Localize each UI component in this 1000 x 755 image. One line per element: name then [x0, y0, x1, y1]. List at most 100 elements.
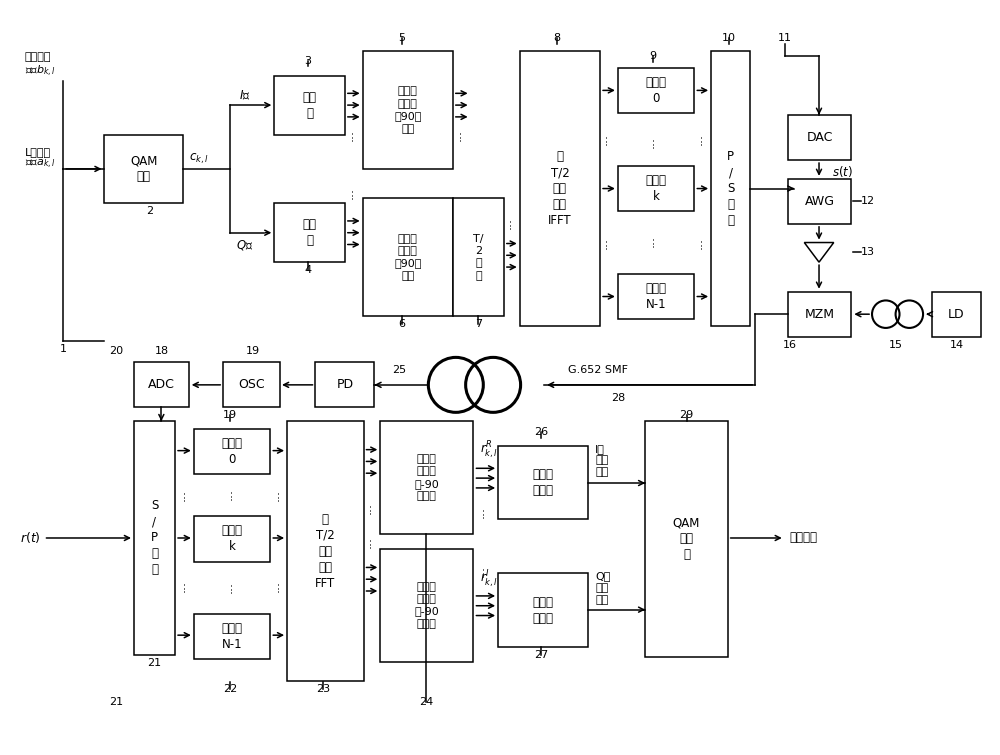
Text: 偶数子
载波进
行90度
相移: 偶数子 载波进 行90度 相移: [394, 233, 421, 281]
Text: ···: ···: [600, 134, 613, 146]
Text: $s(t)$: $s(t)$: [832, 165, 853, 180]
Text: $r(t)$: $r(t)$: [20, 531, 41, 546]
Text: 10: 10: [722, 33, 736, 43]
Text: 滤波器
0: 滤波器 0: [646, 76, 667, 105]
Text: AWG: AWG: [805, 195, 835, 208]
Text: G.652 SMF: G.652 SMF: [568, 365, 628, 375]
Text: 22: 22: [223, 684, 237, 694]
Text: 在
T/2
时刻
进行
IFFT: 在 T/2 时刻 进行 IFFT: [548, 150, 572, 227]
Bar: [363, 199, 453, 316]
Text: 奇数子
载波进
行-90
度相移: 奇数子 载波进 行-90 度相移: [414, 454, 439, 501]
Text: 24: 24: [419, 697, 434, 707]
Text: 12: 12: [861, 196, 875, 206]
Text: QAM
映射: QAM 映射: [130, 155, 157, 183]
Text: 21: 21: [109, 697, 123, 707]
Bar: [134, 421, 175, 655]
Bar: [788, 115, 851, 160]
Text: 6: 6: [398, 319, 405, 329]
Bar: [287, 421, 364, 681]
Bar: [618, 274, 694, 319]
Text: $r^{R}_{k,l}$: $r^{R}_{k,l}$: [480, 440, 498, 461]
Text: 11: 11: [778, 33, 792, 43]
Text: 21: 21: [147, 658, 162, 667]
Text: 1: 1: [60, 344, 67, 353]
Text: ···: ···: [365, 501, 378, 513]
Bar: [274, 203, 345, 262]
Text: ADC: ADC: [148, 378, 175, 391]
Polygon shape: [804, 242, 834, 262]
Text: P
/
S
转
换: P / S 转 换: [727, 150, 734, 227]
Text: 7: 7: [475, 319, 482, 329]
Text: $I$路: $I$路: [239, 88, 251, 102]
Text: 19: 19: [246, 346, 260, 356]
Text: ···: ···: [178, 580, 191, 592]
Text: 14: 14: [949, 340, 964, 350]
Text: 取实
部: 取实 部: [303, 91, 317, 119]
Bar: [711, 51, 750, 326]
Text: 29: 29: [679, 410, 694, 421]
Text: ···: ···: [273, 488, 286, 501]
Text: ···: ···: [454, 128, 467, 140]
Text: 偶数子
载波进
行-90
度相移: 偶数子 载波进 行-90 度相移: [414, 581, 439, 629]
Bar: [788, 291, 851, 337]
Bar: [380, 421, 473, 534]
Bar: [498, 573, 588, 647]
Text: 用户数据: 用户数据: [790, 532, 818, 544]
Text: 滤波器
k: 滤波器 k: [222, 525, 243, 553]
Bar: [104, 134, 183, 203]
Text: ···: ···: [226, 581, 239, 593]
Text: QAM
解映
射: QAM 解映 射: [673, 516, 700, 562]
Text: 取虚
部: 取虚 部: [303, 218, 317, 247]
Text: $r^{I}_{k,l}$: $r^{I}_{k,l}$: [480, 569, 498, 590]
Bar: [134, 362, 189, 408]
Text: 13: 13: [861, 248, 875, 257]
Text: 26: 26: [534, 427, 548, 437]
Bar: [618, 68, 694, 113]
Text: 27: 27: [534, 650, 548, 660]
Text: 奇数子
载波进
行90度
相移: 奇数子 载波进 行90度 相移: [394, 86, 421, 134]
Text: 8: 8: [553, 33, 560, 43]
Text: 单抽头
均衡器: 单抽头 均衡器: [533, 468, 554, 497]
Text: ···: ···: [273, 580, 286, 592]
Text: 4: 4: [304, 265, 311, 275]
Text: 15: 15: [889, 340, 903, 350]
Text: 5: 5: [398, 33, 405, 43]
Text: 一帧导频
序列$b_{k,l}$: 一帧导频 序列$b_{k,l}$: [25, 52, 56, 79]
Text: ···: ···: [178, 488, 191, 501]
Text: ···: ···: [504, 217, 517, 229]
Text: ···: ···: [346, 187, 359, 199]
Text: OSC: OSC: [238, 378, 265, 391]
Text: 20: 20: [109, 346, 123, 356]
Text: ···: ···: [478, 507, 491, 519]
Text: 滤波器
N-1: 滤波器 N-1: [646, 282, 667, 311]
Text: 9: 9: [650, 51, 657, 61]
Bar: [274, 76, 345, 134]
Text: MZM: MZM: [805, 308, 835, 321]
Bar: [380, 549, 473, 661]
Bar: [788, 179, 851, 224]
Text: 在
T/2
时刻
进行
FFT: 在 T/2 时刻 进行 FFT: [315, 513, 335, 590]
Text: 单抽头
均衡器: 单抽头 均衡器: [533, 596, 554, 624]
Bar: [645, 421, 728, 657]
Text: Q路
解调
信号: Q路 解调 信号: [595, 572, 611, 605]
Text: DAC: DAC: [806, 131, 833, 144]
Text: ···: ···: [696, 236, 709, 248]
Text: ···: ···: [478, 565, 491, 578]
Text: 19: 19: [223, 410, 237, 421]
Bar: [363, 51, 453, 169]
Text: 28: 28: [611, 393, 625, 402]
Text: 25: 25: [392, 365, 406, 375]
Text: ···: ···: [648, 137, 661, 149]
Bar: [618, 166, 694, 211]
Text: ···: ···: [696, 134, 709, 146]
Bar: [498, 445, 588, 519]
Text: $c_{k,l}$: $c_{k,l}$: [189, 152, 208, 166]
Text: 3: 3: [304, 56, 311, 66]
Text: ···: ···: [600, 236, 613, 248]
Bar: [315, 362, 374, 408]
Text: PD: PD: [336, 378, 353, 391]
Text: ···: ···: [365, 536, 378, 548]
Bar: [194, 614, 270, 658]
Text: T/
2
延
时: T/ 2 延 时: [473, 233, 484, 281]
Bar: [194, 429, 270, 474]
